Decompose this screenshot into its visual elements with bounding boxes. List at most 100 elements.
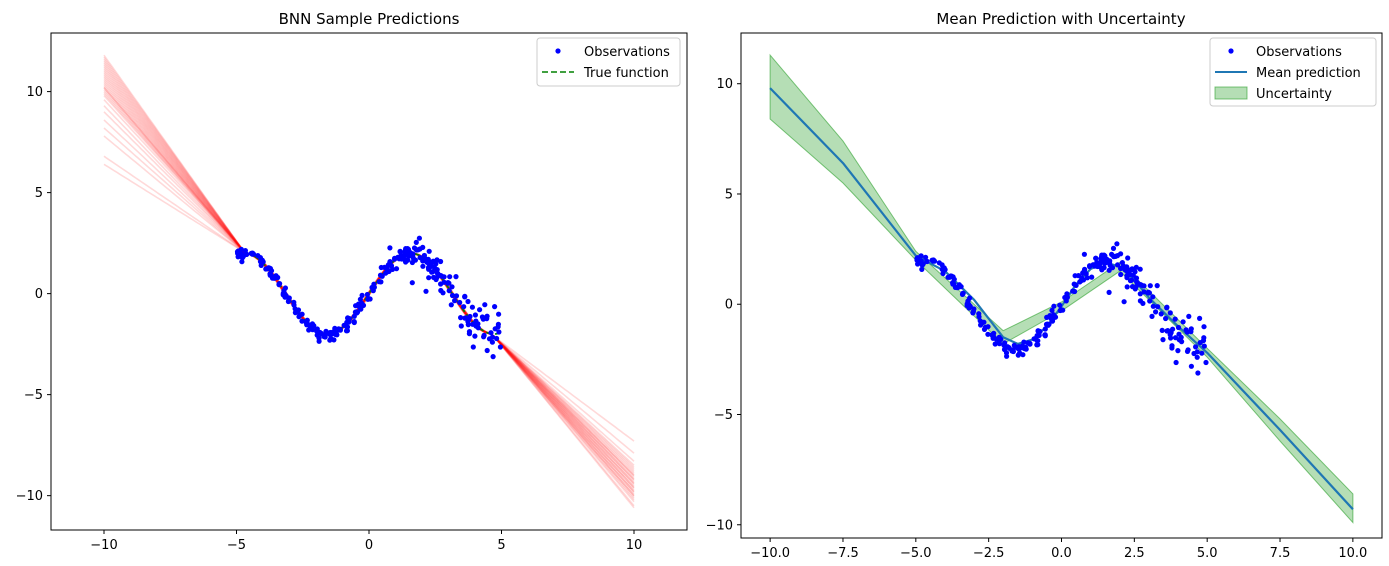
observation-point [295, 307, 302, 313]
observation-point [344, 324, 351, 330]
observation-point [1018, 344, 1024, 350]
observation-point [438, 281, 444, 287]
observation-point [420, 263, 426, 269]
observation-point [416, 235, 422, 241]
observation-point [497, 344, 503, 350]
observation-point [1129, 277, 1135, 283]
observation-point [919, 262, 925, 268]
observation-point [366, 296, 372, 302]
observation-point [334, 332, 340, 338]
observation-point [286, 297, 292, 303]
observation-point [477, 307, 483, 313]
observation-point [1173, 359, 1179, 366]
observation-point [1011, 342, 1017, 348]
observation-point [1188, 363, 1194, 369]
observation-point [1193, 344, 1199, 350]
observation-point [449, 292, 456, 299]
legend-marker-observations [555, 48, 561, 54]
observation-point [1200, 337, 1207, 344]
observation-point [358, 306, 364, 312]
observation-point [420, 258, 426, 264]
x-tick-label: −7.5 [827, 546, 859, 561]
observation-point [462, 294, 468, 300]
chart-panel-mean-uncertainty: Mean Prediction with Uncertainty −10.0 −7… [706, 10, 1383, 561]
x-tick-label: 0 [365, 538, 373, 553]
observation-point [359, 300, 365, 306]
observation-point [1005, 344, 1011, 350]
observation-point [1050, 312, 1057, 318]
observation-point [1137, 291, 1143, 297]
sample-prediction-line [103, 135, 635, 462]
observation-point [388, 263, 395, 269]
observation-point [1199, 350, 1205, 356]
y-tick-label: 10 [26, 85, 43, 100]
observation-point [1118, 265, 1124, 272]
observation-point [306, 327, 312, 333]
observation-point [486, 336, 493, 342]
observation-point [236, 251, 242, 257]
observation-point [1035, 342, 1041, 348]
x-tick-label: −5 [227, 538, 246, 553]
observation-point [1058, 307, 1064, 313]
observation-point [976, 314, 982, 320]
observation-point [433, 261, 439, 267]
observation-point [470, 321, 476, 327]
observation-point [1044, 314, 1050, 320]
observation-point [423, 288, 429, 294]
observation-point [1184, 348, 1191, 354]
legend-marker-observations [1228, 48, 1234, 54]
observation-point [1168, 330, 1174, 336]
observation-point [1072, 273, 1078, 279]
observation-point [239, 255, 245, 261]
y-tick-label: 0 [35, 287, 43, 302]
observation-point [453, 274, 459, 280]
observation-point [1150, 294, 1156, 300]
x-tick-label: 0.0 [1051, 546, 1072, 561]
observation-point [1114, 241, 1120, 247]
observation-point [440, 290, 446, 296]
plot-content [769, 53, 1354, 524]
observation-point [1049, 318, 1056, 324]
observation-point [1175, 348, 1181, 354]
observation-point [1017, 350, 1023, 356]
observation-point [415, 247, 421, 253]
observation-point [384, 266, 390, 272]
observation-point [1201, 324, 1207, 330]
axes-ticks: −10.0 −7.5 −5.0 −2.5 0.0 2.5 5.0 7.5 10.0 −10 −5 0 5… [706, 77, 1368, 561]
observation-point [1126, 267, 1132, 273]
observation-point [1159, 327, 1165, 333]
y-tick-label: −5 [24, 388, 43, 403]
observation-point [475, 321, 481, 327]
observation-point [402, 250, 408, 256]
observation-point [413, 239, 419, 245]
observation-point [452, 298, 458, 304]
plot-area [769, 53, 1354, 524]
observation-point [392, 255, 398, 261]
observation-point [1132, 269, 1138, 275]
x-tick-label: 7.5 [1270, 546, 1291, 561]
observation-point [446, 288, 452, 294]
observation-point [433, 276, 439, 283]
observation-point [239, 259, 245, 265]
observation-point [426, 275, 432, 281]
observation-point [1172, 316, 1178, 322]
observation-point [402, 257, 408, 263]
observation-point [1035, 338, 1041, 344]
observation-point [1106, 289, 1112, 295]
axes-ticks: −10 −5 0 5 10 −10 −5 0 5 10 [16, 85, 643, 553]
legend-box [536, 37, 681, 87]
observation-point [1036, 332, 1042, 338]
observation-point [930, 257, 937, 263]
legend-label: Uncertainty [1256, 87, 1332, 102]
observation-point [1149, 313, 1155, 319]
observation-point [396, 256, 402, 262]
legend-label: Mean prediction [1256, 66, 1361, 81]
x-tick-label: 10.0 [1338, 546, 1367, 561]
observation-point [336, 326, 342, 332]
legend: Observations Mean prediction Uncertainty [1209, 37, 1377, 107]
observation-point [1110, 245, 1117, 251]
observation-point [1203, 359, 1209, 366]
observation-point [1195, 370, 1201, 376]
observation-point [1145, 290, 1151, 296]
observation-point [919, 266, 925, 272]
